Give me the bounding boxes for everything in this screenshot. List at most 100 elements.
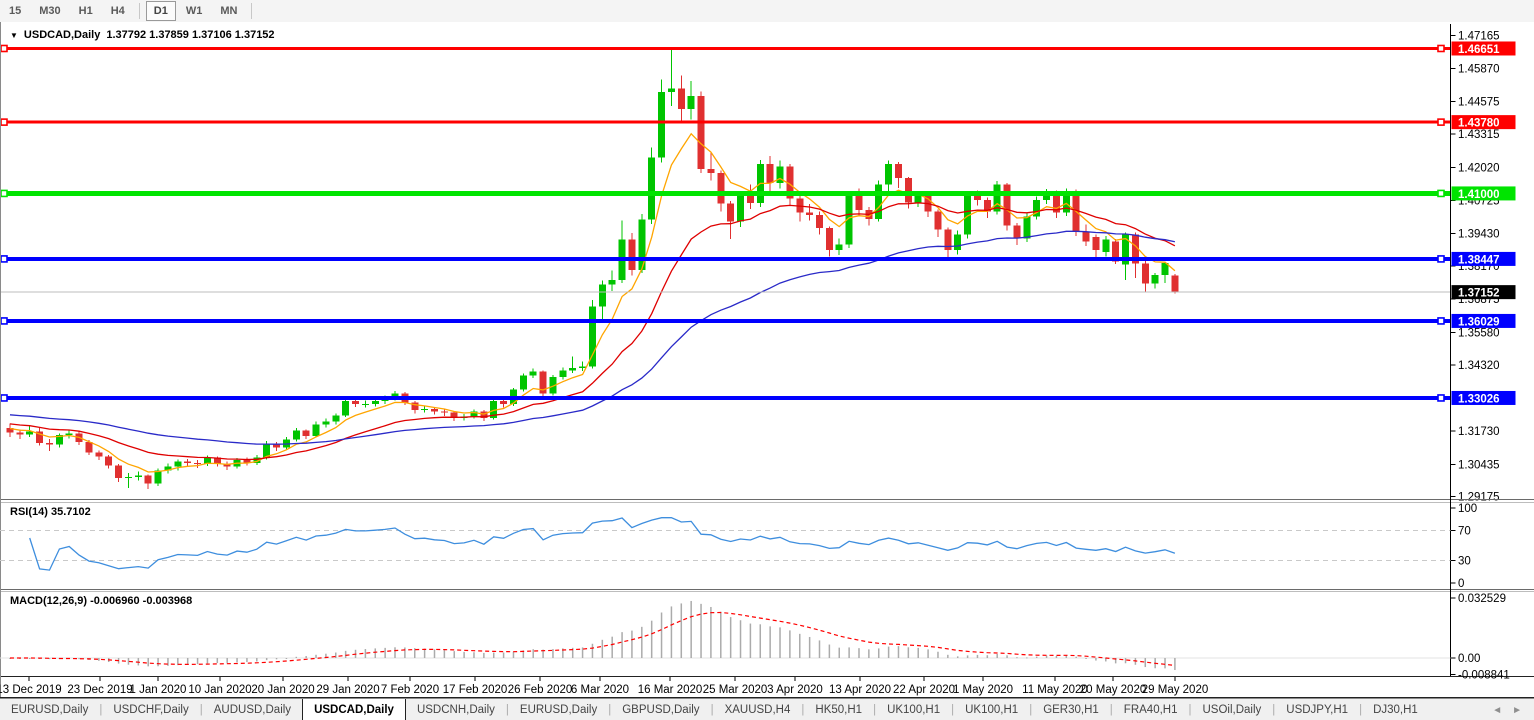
chart-tab-audusd-daily[interactable]: AUDUSD,Daily [213,704,292,716]
date-tick-label: 20 May 2020 [1080,684,1147,696]
chart-tab-dj30-h1[interactable]: DJ30,H1 [1373,704,1418,716]
chart-dropdown-icon[interactable]: ▼ [10,30,18,40]
candle-body [421,408,429,411]
chart-tab-usdjpy-h1[interactable]: USDJPY,H1 [1286,704,1349,716]
tab-scroll-left-icon[interactable]: ◄ [1492,704,1503,716]
date-tick-label: 16 Mar 2020 [638,684,703,696]
hline-left-handle[interactable] [0,118,8,126]
candle-body [292,430,300,440]
macd-histogram-bar [78,658,80,660]
macd-histogram-bar [1174,658,1176,671]
chart-tab-usdcnh-daily[interactable]: USDCNH,Daily [416,704,495,716]
hline-1.41000[interactable]: 1.41000 [0,186,1516,201]
timeframe-button-h1[interactable]: H1 [78,5,93,17]
hline-left-handle[interactable] [0,44,8,53]
hline-right-handle[interactable] [1437,118,1445,126]
timeframe-button-mn[interactable]: MN [220,5,238,17]
macd-histogram-bar [858,648,860,658]
timeframe-button-m30[interactable]: M30 [39,5,61,17]
chart-tab-usoil-daily[interactable]: USOil,Daily [1202,704,1262,716]
macd-histogram-bar [1006,655,1008,658]
date-tick-label: 29 May 2020 [1142,684,1209,696]
macd-histogram-bar [512,651,515,658]
candle-body [144,475,152,484]
hline-1.46651[interactable]: 1.46651 [0,41,1516,56]
macd-histogram-bar [739,620,742,658]
macd-histogram-bar [196,658,199,665]
candle-body [608,280,616,285]
toolbar-separator [138,3,140,19]
hline-left-handle[interactable] [0,317,8,325]
chart-tab-fra40-h1[interactable]: FRA40,H1 [1123,704,1178,716]
chart-tab-usdchf-daily[interactable]: USDCHF,Daily [113,704,189,716]
current-price-label: 1.37152 [1458,288,1500,300]
macd-histogram-bar [670,606,673,658]
hline-1.33026[interactable]: 1.33026 [0,390,1516,406]
hline-right-handle[interactable] [1437,44,1445,53]
macd-histogram-bar [650,620,653,658]
chart-tab-uk100-h1[interactable]: UK100,H1 [887,704,941,716]
hline-right-handle[interactable] [1437,255,1445,263]
chart-tab-ger30-h1[interactable]: GER30,H1 [1043,704,1099,716]
macd-histogram-bar [522,650,525,658]
macd-histogram-bar [641,626,643,658]
hline-1.38447[interactable]: 1.38447 [0,251,1516,266]
candle-body [490,401,498,418]
hline-left-handle[interactable] [0,394,8,402]
macd-histogram-bar [28,658,31,659]
macd-panel[interactable]: 0.032529 0.00 -0.008841 [0,593,1510,681]
candle-body [263,443,271,458]
candle-body [1161,263,1169,275]
candle-body [875,184,883,220]
candle-body [539,371,547,394]
hline-left-handle[interactable] [0,189,8,198]
chart-symbol-label: USDCAD,Daily [23,29,101,41]
hline-1.43780[interactable]: 1.43780 [0,115,1516,130]
timeframe-button-w1[interactable]: W1 [185,5,203,17]
price-axis[interactable]: 1.471651.458701.445751.433151.420201.407… [1450,30,1500,504]
candle-body [825,228,833,250]
macd-histogram-bar [542,649,544,658]
candle-body [519,375,527,390]
candle-body [1023,216,1031,239]
chart-tab-eurusd-daily[interactable]: EURUSD,Daily [11,704,89,716]
candle-body [845,195,853,245]
macd-histogram-bar [976,654,979,658]
chart-canvas[interactable]: 1.471651.458701.445751.433151.420201.407… [0,22,1534,698]
macd-histogram-bar [729,617,732,658]
candle-body [361,403,369,405]
timeframe-button-h4[interactable]: H4 [110,5,125,17]
chart-tab-hk50-h1[interactable]: HK50,H1 [815,704,863,716]
candle-body [322,421,330,425]
chart-window[interactable]: 1.47165 1.45870 1.44575 1.43315 1.42020 1.407… [0,22,1534,698]
candle-body [16,432,24,435]
tab-divider: | [1109,704,1113,716]
hline-left-handle[interactable] [0,255,8,263]
rsi-panel[interactable]: 100 70 30 0 [0,503,1477,590]
timeframe-button-d1[interactable]: D1 [145,1,176,21]
candle-body [95,452,103,457]
candle-body [717,172,725,204]
hline-1.36029[interactable]: 1.36029 [0,313,1516,329]
candle-body [549,376,557,394]
candle-body [1102,239,1110,252]
chart-tab-eurusd-daily[interactable]: EURUSD,Daily [519,704,598,716]
timeframe-button-15[interactable]: 15 [9,5,22,17]
hline-right-handle[interactable] [1437,394,1445,402]
hline-right-handle[interactable] [1437,317,1445,325]
macd-histogram-bar [157,658,159,667]
tab-scroll-right-icon[interactable]: ► [1512,704,1522,716]
chart-tab-gbpusd-daily[interactable]: GBPUSD,Daily [622,704,700,716]
candle-body [500,401,508,404]
candle-body [776,166,784,184]
tab-divider: | [1359,704,1363,716]
chart-tab-uk100-h1[interactable]: UK100,H1 [965,704,1019,716]
macd-histogram-bar [581,647,584,658]
chart-tab-usdcad-daily[interactable]: USDCAD,Daily [302,699,406,720]
hline-right-handle[interactable] [1437,189,1445,198]
chart-tab-xauusd-h4[interactable]: XAUUSD,H4 [724,704,791,716]
macd-histogram-bar [177,658,179,666]
rsi-tick-label: 100 [1458,503,1477,515]
